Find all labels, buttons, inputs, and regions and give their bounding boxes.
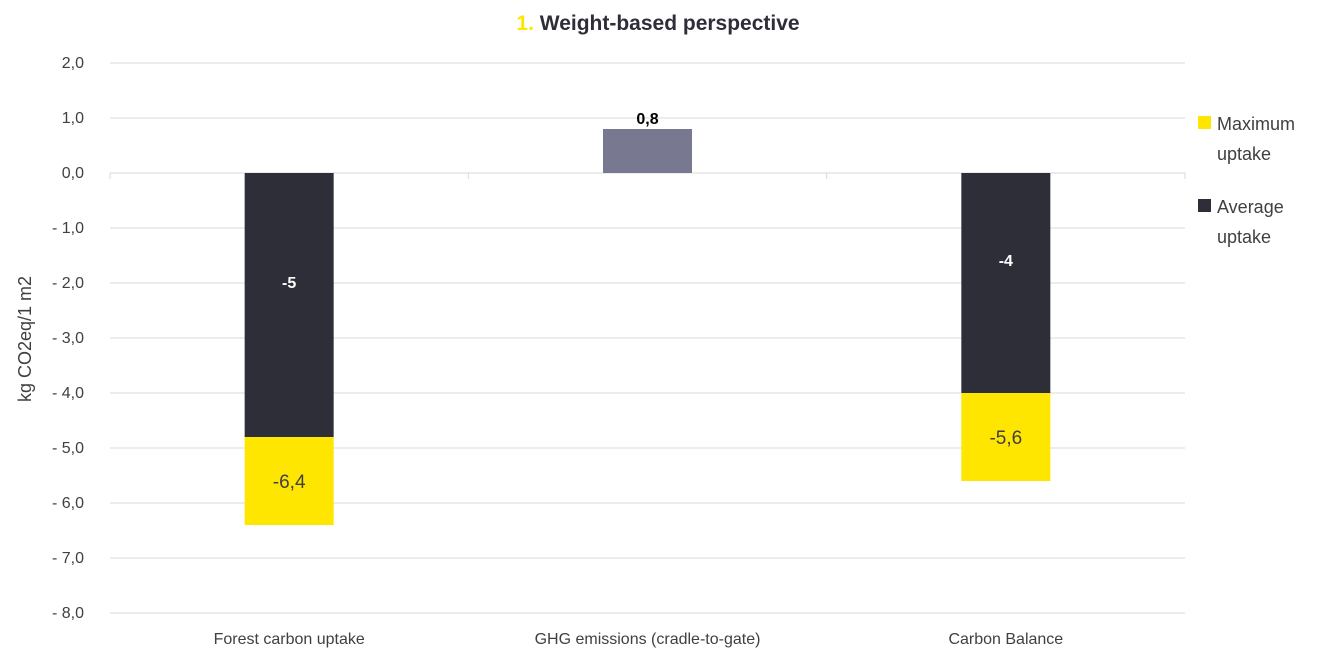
y-tick-label: - 1,0 [52, 220, 84, 237]
x-tick-label: Carbon Balance [948, 631, 1063, 648]
data-label: -4 [999, 253, 1013, 270]
bar-maximum [961, 393, 1051, 481]
bar-average [244, 173, 334, 437]
y-tick-label: 0,0 [62, 165, 84, 182]
chart-title-text: Weight-based perspective [540, 12, 800, 35]
y-tick-label: - 6,0 [52, 495, 84, 512]
legend-label: Maximum [1217, 114, 1295, 134]
y-tick-label: - 7,0 [52, 550, 84, 567]
x-tick-label: Forest carbon uptake [214, 631, 365, 648]
legend-label: Average [1217, 197, 1284, 217]
legend-swatch [1198, 116, 1211, 129]
data-label: -6,4 [273, 472, 306, 493]
legend-swatch [1198, 199, 1211, 212]
y-tick-label: - 5,0 [52, 440, 84, 457]
chart-title-number: 1. [516, 12, 534, 35]
data-label: -5 [282, 275, 296, 292]
y-tick-label: 2,0 [62, 55, 84, 72]
y-tick-label: - 4,0 [52, 385, 84, 402]
x-axis-ticks: Forest carbon uptake GHG emissions (cradl… [214, 631, 1064, 648]
legend: Maximum uptake Average uptake [1198, 114, 1295, 247]
legend-label: uptake [1217, 227, 1271, 247]
y-tick-label: - 3,0 [52, 330, 84, 347]
data-label: 0,8 [636, 111, 658, 128]
bar-maximum [244, 437, 334, 525]
bar-emission [603, 129, 692, 173]
y-axis-label: kg CO2eq/1 m2 [15, 276, 35, 402]
y-tick-label: - 8,0 [52, 605, 84, 622]
y-tick-label: 1,0 [62, 110, 84, 127]
chart-title: 1. Weight-based perspective [516, 12, 799, 35]
legend-label: uptake [1217, 144, 1271, 164]
data-label: -5,6 [989, 428, 1022, 449]
y-axis-ticks: 2,0 1,0 0,0 - 1,0 - 2,0 - 3,0 - 4,0 - 5,0 - 6,0 -… [52, 55, 84, 622]
bar-average [961, 173, 1051, 393]
x-tick-label: GHG emissions (cradle-to-gate) [535, 631, 761, 648]
y-tick-label: - 2,0 [52, 275, 84, 292]
bars: -5 -6,4 0,8 -4 -5,6 [244, 111, 1051, 525]
